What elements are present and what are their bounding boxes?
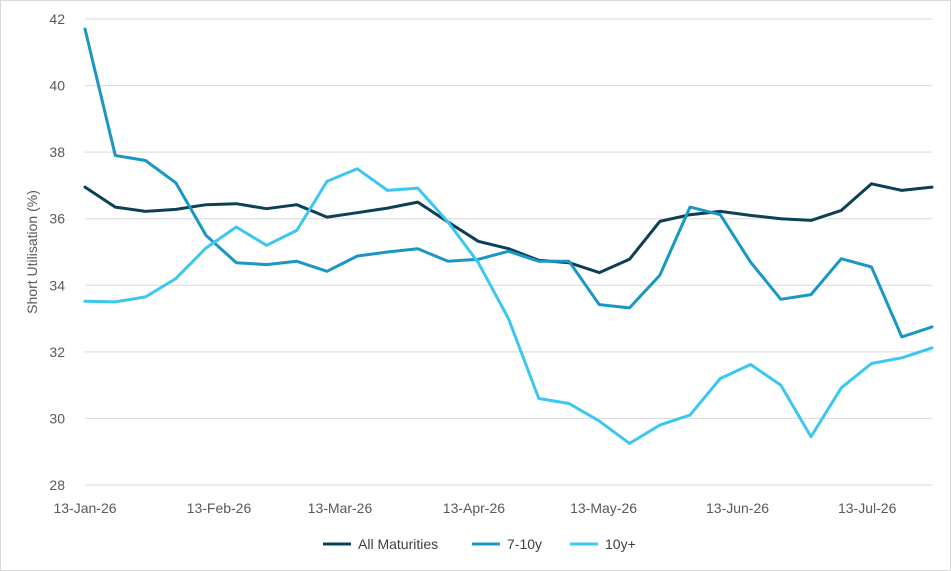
x-tick-labels: 13-Jan-26 13-Feb-26 13-Mar-26 13-Apr-26 13-M… — [53, 500, 896, 516]
y-tick-label: 32 — [49, 344, 65, 360]
series-line-0 — [83, 182, 934, 275]
series-line-2 — [83, 167, 934, 445]
x-tick-label: 13-Jan-26 — [53, 500, 116, 516]
legend: All Maturities 7-10y 10y+ — [323, 536, 636, 552]
y-axis-title: Short Utilisation (%) — [24, 190, 40, 314]
y-tick-label: 34 — [49, 277, 65, 293]
x-tick-label: 13-Apr-26 — [443, 500, 505, 516]
series-line-1 — [83, 27, 934, 339]
legend-label: All Maturities — [358, 536, 438, 552]
y-tick-label: 38 — [49, 144, 65, 160]
x-tick-label: 13-Jul-26 — [838, 500, 897, 516]
y-tick-labels: 28 30 32 34 36 38 40 42 — [49, 11, 65, 493]
gridlines — [85, 18, 932, 486]
x-tick-label: 13-Jun-26 — [706, 500, 769, 516]
y-tick-label: 28 — [49, 477, 65, 493]
x-tick-label: 13-Mar-26 — [308, 500, 373, 516]
x-tick-label: 13-May-26 — [570, 500, 637, 516]
legend-label: 7-10y — [507, 536, 542, 552]
series-lines — [83, 27, 934, 445]
y-tick-label: 42 — [49, 11, 65, 27]
y-tick-label: 36 — [49, 211, 65, 227]
y-tick-label: 30 — [49, 410, 65, 426]
x-tick-label: 13-Feb-26 — [187, 500, 252, 516]
y-tick-label: 40 — [49, 78, 65, 94]
legend-label: 10y+ — [605, 536, 636, 552]
